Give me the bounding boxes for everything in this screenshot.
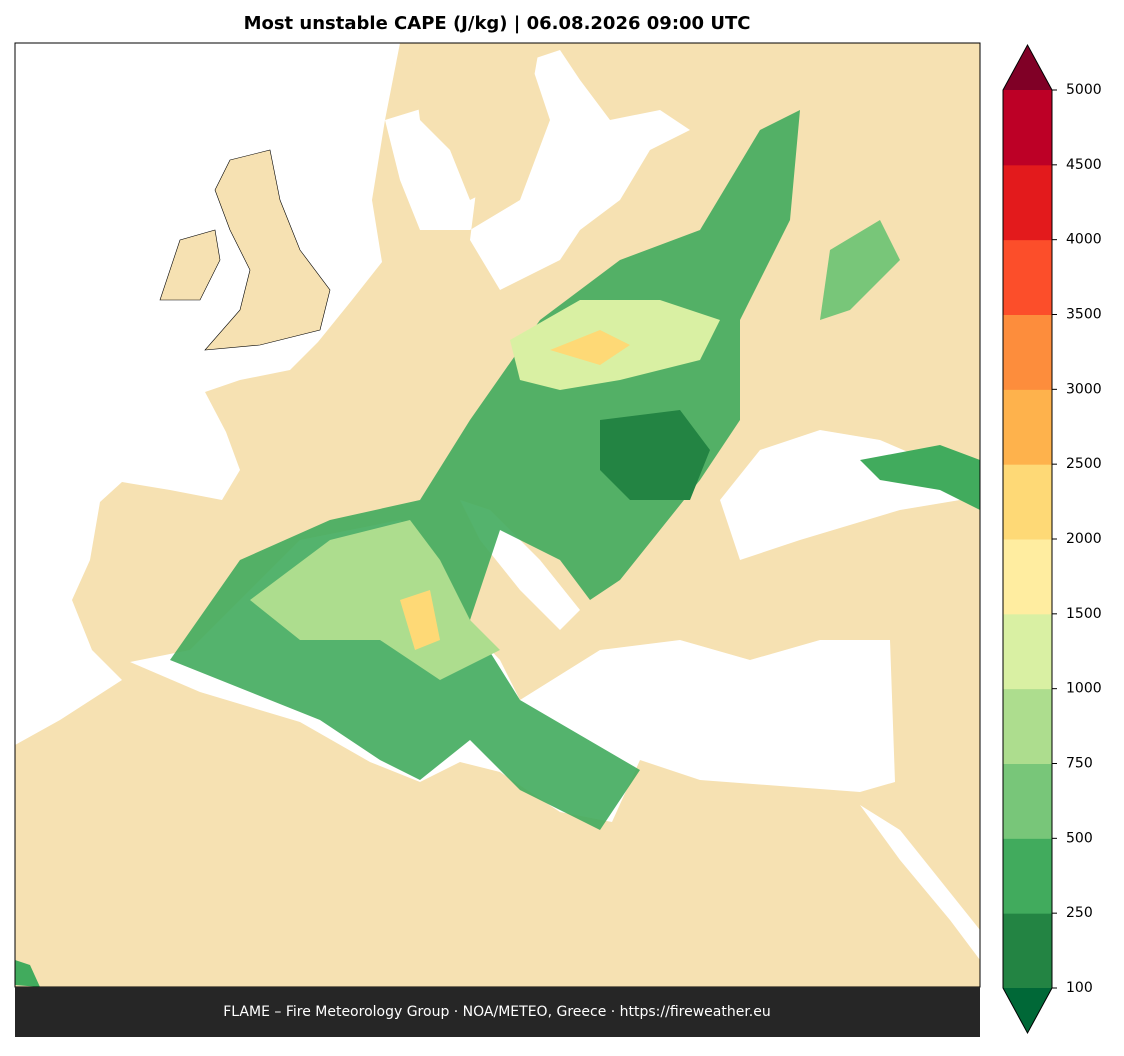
colorbar: 100 250 500 750 1000 1500 2000 2500 3000 3500 4000…: [1002, 43, 1102, 1035]
cape-area: [820, 220, 900, 320]
colorbar-tick-label: 250: [1066, 905, 1093, 921]
cape-area: [15, 960, 40, 987]
red-sea: [860, 805, 980, 960]
map: [15, 43, 980, 987]
ireland: [159, 229, 221, 301]
map-title: Most unstable CAPE (J/kg) | 06.08.2026 0…: [244, 13, 751, 34]
colorbar-tick-label: 1500: [1066, 606, 1102, 622]
colorbar-tick-label: 500: [1066, 830, 1093, 846]
colorbar-tick-label: 750: [1066, 756, 1093, 772]
scandinavia: [410, 43, 540, 200]
colorbar-bin: [1003, 763, 1052, 839]
colorbar-over: [1003, 45, 1052, 90]
colorbar-tick-label: 3000: [1066, 381, 1102, 397]
colorbar-bin: [1003, 539, 1052, 615]
colorbar-bin: [1003, 314, 1052, 390]
colorbar-tick-label: 4500: [1066, 157, 1102, 173]
colorbar-bin: [1003, 838, 1052, 914]
cape-area: [550, 330, 630, 365]
cape-area: [170, 110, 800, 830]
colorbar-tick-label: 2000: [1066, 531, 1102, 547]
colorbar-bin: [1003, 389, 1052, 465]
colorbar-tick-label: 1000: [1066, 681, 1102, 697]
colorbar-bin: [1003, 688, 1052, 764]
colorbar-tick-label: 5000: [1066, 82, 1102, 98]
colorbar-bin: [1003, 913, 1052, 989]
colorbar-under: [1003, 988, 1052, 1033]
cape-area: [860, 445, 980, 510]
colorbar-tick-label: 100: [1066, 980, 1093, 996]
colorbar-bin: [1003, 613, 1052, 690]
cape-area: [400, 590, 440, 650]
britain: [204, 149, 331, 351]
colorbar-tick-label: 2500: [1066, 456, 1102, 472]
footer-bar: [15, 987, 980, 1037]
colorbar-bin: [1003, 90, 1052, 166]
colorbar-tick-label: 4000: [1066, 232, 1102, 248]
colorbar-tick-label: 3500: [1066, 307, 1102, 323]
colorbar-bin: [1003, 164, 1052, 241]
north-baltic-sea: [385, 50, 690, 290]
colorbar-bin: [1003, 464, 1052, 540]
colorbar-bin: [1003, 239, 1052, 315]
footer-text: FLAME – Fire Meteorology Group · NOA/MET…: [223, 1004, 771, 1020]
atlantic-sea: [15, 43, 400, 745]
cape-area: [600, 410, 710, 500]
